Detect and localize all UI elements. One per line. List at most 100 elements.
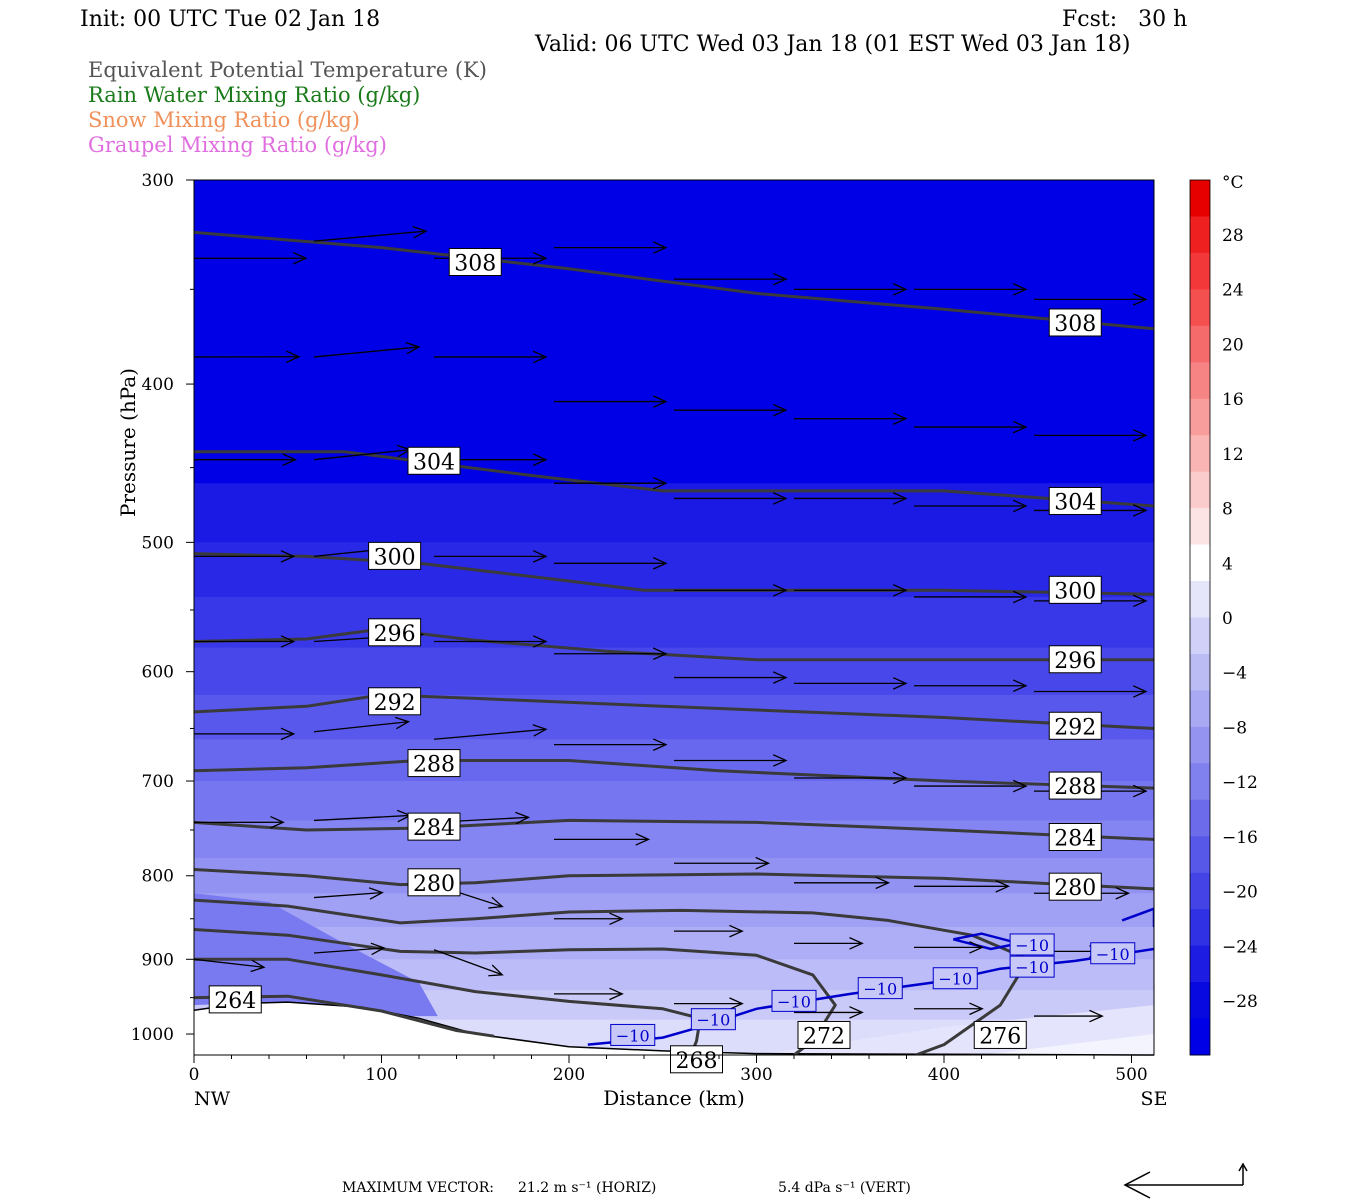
wind-vector-head [995, 880, 1011, 893]
wind-vector-head [1132, 784, 1148, 798]
wind-vector-head [969, 1002, 984, 1016]
x-axis-title: Distance (km) [603, 1086, 745, 1110]
wind-vector-head [892, 771, 908, 785]
wind-vector-head [875, 876, 891, 890]
wind-vector-head [1209, 1014, 1222, 1025]
wind-vector-head [394, 716, 411, 730]
theta-e-label-box [448, 247, 502, 276]
wind-vector [554, 557, 668, 570]
colorbar-swatch [1190, 872, 1210, 910]
plot-frame [193, 179, 1155, 1056]
theta-e-300-line [194, 552, 1154, 596]
wind-vector-head [1209, 950, 1222, 961]
wind-vector-head [892, 283, 908, 296]
colorbar-label: 12 [1222, 445, 1244, 465]
wind-vector-shaft [313, 814, 411, 822]
isotherm-label-box [610, 1023, 656, 1046]
wind-vector [1034, 1009, 1104, 1023]
colorbar-swatch [1190, 1018, 1210, 1056]
theta-e-296-line [194, 627, 1154, 662]
wind-vector [1154, 1014, 1222, 1025]
isotherm-label: −10 [777, 992, 811, 1011]
colorbar-swatch [1190, 726, 1210, 764]
x-tick-label: 200 [553, 1065, 585, 1085]
wind-vector-shaft [313, 230, 427, 242]
wind-vector [313, 942, 386, 956]
wind-vector-shaft [313, 449, 411, 461]
wind-vector [914, 779, 1028, 793]
wind-vector-head [532, 724, 548, 737]
wind-vector [554, 476, 668, 490]
wind-vector [794, 677, 908, 690]
colorbar-frame [1189, 179, 1211, 1056]
theta-e-label: 284 [413, 816, 455, 841]
wind-vector [434, 635, 548, 648]
y-tick-label: 800 [142, 867, 174, 887]
wind-vector-head [282, 453, 298, 466]
wind-vector-head [652, 738, 668, 751]
isotherm-label: −10 [863, 980, 897, 999]
wind-vector [194, 251, 308, 265]
theta-e-label-box [1048, 308, 1102, 337]
y-tick-label: 600 [142, 663, 174, 683]
isotherm-label-box [690, 1008, 736, 1031]
wind-vector-head [609, 987, 624, 1001]
wind-vector-head [532, 251, 548, 265]
wind-vector [554, 395, 668, 408]
temperature-band [194, 694, 1154, 741]
wind-vector-head [1012, 283, 1028, 296]
colorbar-swatch [1190, 799, 1210, 837]
colorbar-swatch [1190, 544, 1210, 582]
theta-e-label: 296 [1054, 649, 1096, 674]
x-tick-label: 300 [740, 1065, 772, 1085]
x-tick-label: 100 [365, 1065, 397, 1085]
wind-vector [914, 880, 1011, 893]
theta-e-288-line [194, 759, 1154, 790]
max-vector-horiz: 21.2 m s⁻¹ (HORIZ) [518, 1180, 656, 1196]
y-tick-label: 400 [142, 375, 174, 395]
theta-e-292-line [194, 693, 1154, 730]
wind-vector-head [1236, 598, 1249, 609]
theta-e-284-line [194, 818, 1154, 841]
wind-vector-head [892, 492, 908, 505]
temperature-band [981, 1034, 1154, 1055]
colorbar-swatch [1190, 508, 1210, 546]
wind-vector-head [772, 754, 788, 767]
colorbar-swatch [1190, 435, 1210, 473]
wind-vector [1154, 950, 1222, 961]
wind-vector-head [772, 584, 788, 597]
wind-vector-head [892, 584, 908, 597]
theta-e-label: 292 [1054, 715, 1096, 740]
x-tick-label: 500 [1115, 1065, 1147, 1085]
colorbar-label: 28 [1222, 226, 1244, 246]
wind-vector [674, 997, 744, 1010]
x-left-end-label: NW [194, 1088, 231, 1110]
isotherm-label-box [771, 989, 817, 1012]
colorbar-label: 4 [1222, 554, 1233, 574]
colorbar-label: −20 [1222, 883, 1258, 903]
wind-vector [794, 283, 908, 296]
wind-vector-head [1132, 504, 1148, 517]
y-tick-label: 1000 [131, 1025, 174, 1045]
wind-vector-head [488, 896, 504, 909]
wind-vector [434, 550, 548, 563]
wind-vector-head [1012, 499, 1028, 513]
wind-vector-head [292, 251, 308, 265]
theta-e-label-box [1048, 771, 1102, 800]
wind-vector-head [609, 912, 624, 926]
field-legend: Equivalent Potential Temperature (K)Rain… [88, 58, 487, 157]
theta-e-label: 264 [214, 989, 256, 1014]
theta-e-label: 280 [413, 872, 455, 897]
theta-e-label: 308 [454, 251, 496, 276]
isotherm-label-box [1009, 933, 1055, 956]
theta-e-label-box [407, 749, 461, 778]
wind-vector [914, 1002, 984, 1016]
theta-e-label-box [973, 1020, 1027, 1049]
wind-vector [794, 771, 908, 785]
theta-e-label-box [368, 541, 422, 570]
wind-vector-shaft [194, 958, 265, 968]
theta-e-label-box [368, 618, 422, 647]
colorbar-swatch [1190, 471, 1210, 509]
y-tick-label: 300 [142, 171, 174, 191]
wind-vector [313, 716, 411, 733]
